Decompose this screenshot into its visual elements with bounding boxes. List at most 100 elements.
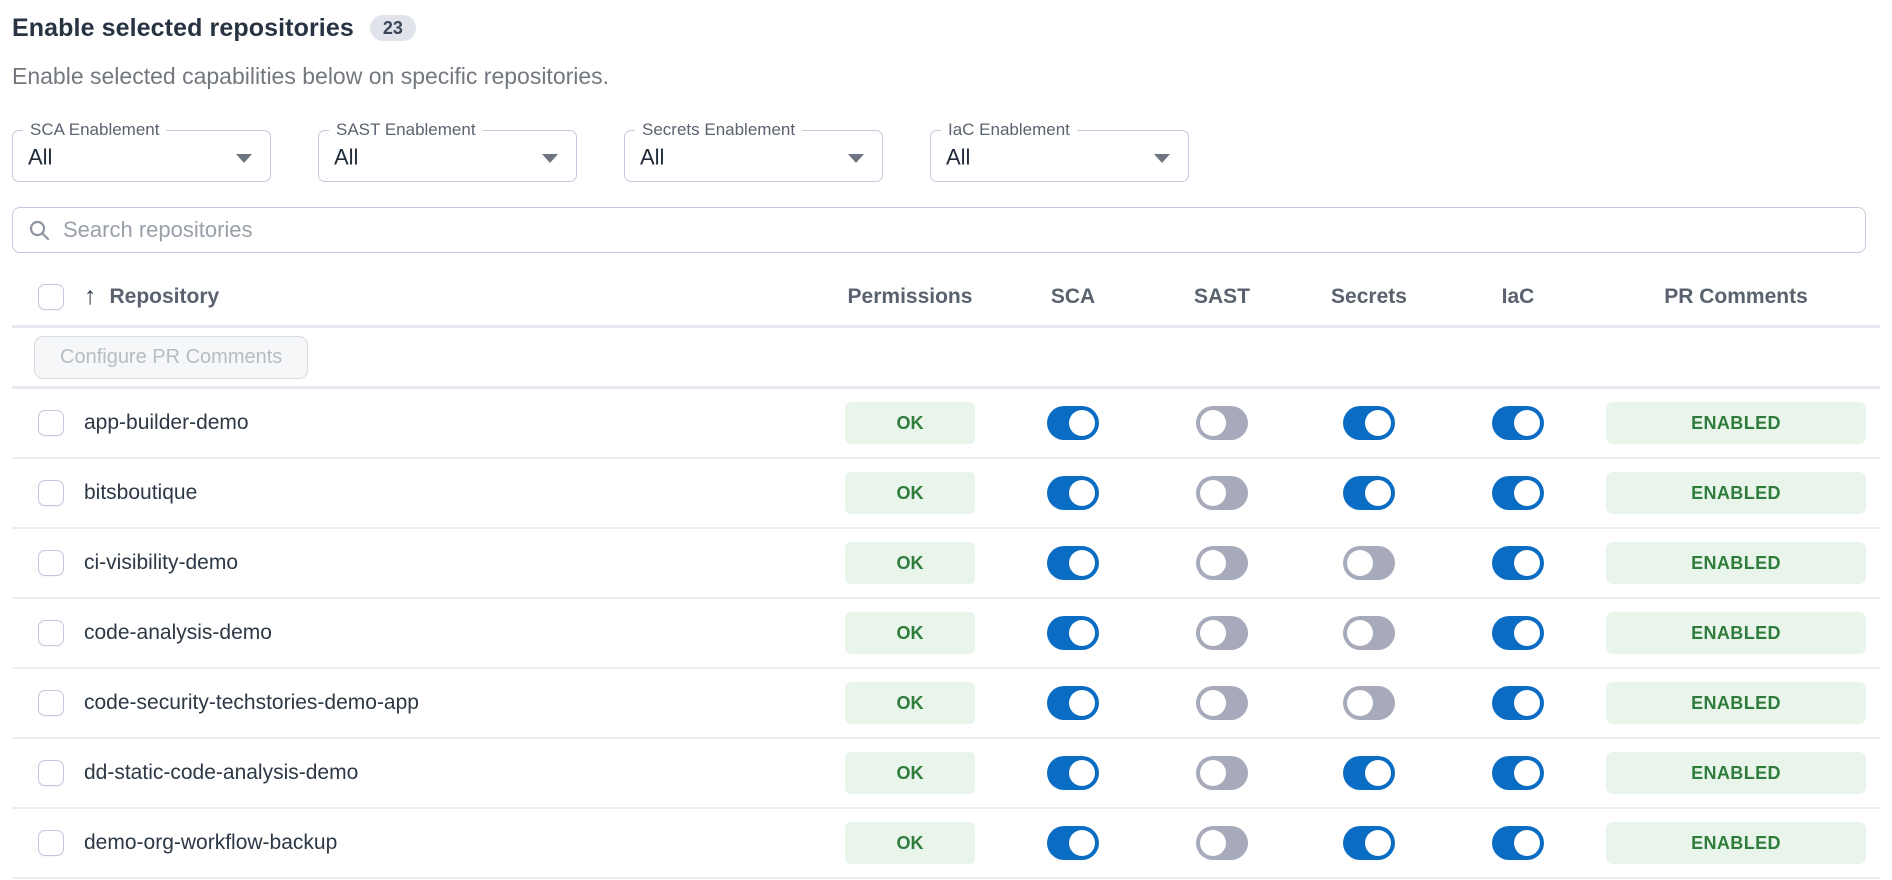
permissions-status-badge: OK xyxy=(845,822,975,864)
column-header-iac: IaC xyxy=(1501,284,1535,308)
toggle-knob xyxy=(1514,550,1540,576)
sast-toggle[interactable] xyxy=(1196,406,1248,440)
secrets-toggle[interactable] xyxy=(1343,686,1395,720)
column-header-permissions: Permissions xyxy=(847,284,973,308)
select-value: All xyxy=(28,144,53,170)
select-label: Secrets Enablement xyxy=(635,120,803,140)
sca-toggle[interactable] xyxy=(1047,546,1099,580)
toggle-knob xyxy=(1069,550,1095,576)
select-value: All xyxy=(640,144,665,170)
sca-toggle[interactable] xyxy=(1047,756,1099,790)
sast-enablement-select[interactable]: SAST Enablement All xyxy=(318,120,577,182)
iac-toggle[interactable] xyxy=(1492,826,1544,860)
select-label: SAST Enablement xyxy=(329,120,483,140)
secrets-enablement-select[interactable]: Secrets Enablement All xyxy=(624,120,883,182)
sca-toggle[interactable] xyxy=(1047,616,1099,650)
pr-comments-status-badge: ENABLED xyxy=(1606,542,1866,584)
toggle-knob xyxy=(1200,830,1226,856)
column-header-pr-comments: PR Comments xyxy=(1664,284,1808,308)
toggle-knob xyxy=(1069,760,1095,786)
permissions-status-badge: OK xyxy=(845,612,975,654)
row-checkbox[interactable] xyxy=(38,410,64,436)
table-row: app-builder-demo OK ENABLED xyxy=(12,389,1880,459)
toggle-knob xyxy=(1069,690,1095,716)
chevron-down-icon xyxy=(848,154,864,163)
pr-comments-status-badge: ENABLED xyxy=(1606,822,1866,864)
pr-comments-status-badge: ENABLED xyxy=(1606,612,1866,654)
column-header-secrets: Secrets xyxy=(1331,284,1407,308)
toggle-knob xyxy=(1514,830,1540,856)
sast-toggle[interactable] xyxy=(1196,686,1248,720)
column-header-repository[interactable]: Repository xyxy=(109,284,220,308)
iac-toggle[interactable] xyxy=(1492,476,1544,510)
select-all-checkbox[interactable] xyxy=(38,283,64,310)
sast-toggle[interactable] xyxy=(1196,476,1248,510)
row-checkbox[interactable] xyxy=(38,550,64,576)
table-row: code-analysis-demo OK ENABLED xyxy=(12,599,1880,669)
secrets-toggle[interactable] xyxy=(1343,826,1395,860)
sast-toggle[interactable] xyxy=(1196,546,1248,580)
repository-name: code-analysis-demo xyxy=(84,621,272,644)
select-value: All xyxy=(334,144,359,170)
sast-toggle[interactable] xyxy=(1196,756,1248,790)
pr-comments-status-badge: ENABLED xyxy=(1606,682,1866,724)
table-row: ci-visibility-demo OK ENABLED xyxy=(12,529,1880,599)
toggle-knob xyxy=(1069,480,1095,506)
sca-toggle[interactable] xyxy=(1047,476,1099,510)
toggle-knob xyxy=(1514,760,1540,786)
toggle-knob xyxy=(1347,620,1373,646)
row-checkbox[interactable] xyxy=(38,830,64,856)
chevron-down-icon xyxy=(1154,154,1170,163)
search-input[interactable] xyxy=(63,217,1851,243)
secrets-toggle[interactable] xyxy=(1343,476,1395,510)
toggle-knob xyxy=(1514,480,1540,506)
column-header-sast: SAST xyxy=(1193,284,1250,308)
toggle-knob xyxy=(1069,830,1095,856)
toggle-knob xyxy=(1200,480,1226,506)
select-label: SCA Enablement xyxy=(23,120,167,140)
table-row: code-security-techstories-demo-app OK EN… xyxy=(12,669,1880,739)
permissions-status-badge: OK xyxy=(845,542,975,584)
iac-toggle[interactable] xyxy=(1492,616,1544,650)
sca-toggle[interactable] xyxy=(1047,406,1099,440)
secrets-toggle[interactable] xyxy=(1343,546,1395,580)
sca-enablement-select[interactable]: SCA Enablement All xyxy=(12,120,271,182)
sast-toggle[interactable] xyxy=(1196,826,1248,860)
repository-name: app-builder-demo xyxy=(84,411,249,434)
repository-name: code-security-techstories-demo-app xyxy=(84,691,419,714)
column-header-sca: SCA xyxy=(1050,284,1096,308)
configure-pr-comments-button[interactable]: Configure PR Comments xyxy=(34,335,309,379)
toggle-knob xyxy=(1514,690,1540,716)
page-title: Enable selected repositories xyxy=(12,13,354,42)
iac-toggle[interactable] xyxy=(1492,686,1544,720)
table-row: bitsboutique OK ENABLED xyxy=(12,459,1880,529)
row-checkbox[interactable] xyxy=(38,760,64,786)
row-checkbox[interactable] xyxy=(38,620,64,646)
pr-comments-status-badge: ENABLED xyxy=(1606,472,1866,514)
table-row: dd-static-code-analysis-demo OK ENABLED xyxy=(12,739,1880,809)
sast-toggle[interactable] xyxy=(1196,616,1248,650)
sca-toggle[interactable] xyxy=(1047,686,1099,720)
row-checkbox[interactable] xyxy=(38,690,64,716)
secrets-toggle[interactable] xyxy=(1343,616,1395,650)
select-label: IaC Enablement xyxy=(941,120,1077,140)
permissions-status-badge: OK xyxy=(845,472,975,514)
sca-toggle[interactable] xyxy=(1047,826,1099,860)
secrets-toggle[interactable] xyxy=(1343,406,1395,440)
permissions-status-badge: OK xyxy=(845,682,975,724)
secrets-toggle[interactable] xyxy=(1343,756,1395,790)
row-checkbox[interactable] xyxy=(38,480,64,506)
toggle-knob xyxy=(1365,760,1391,786)
page-header: Enable selected repositories 23 xyxy=(12,10,1880,46)
sort-ascending-icon[interactable]: ↑ xyxy=(84,282,97,310)
iac-enablement-select[interactable]: IaC Enablement All xyxy=(930,120,1189,182)
iac-toggle[interactable] xyxy=(1492,756,1544,790)
toggle-knob xyxy=(1200,760,1226,786)
toggle-knob xyxy=(1200,410,1226,436)
toggle-knob xyxy=(1200,690,1226,716)
repository-name: dd-static-code-analysis-demo xyxy=(84,761,359,784)
iac-toggle[interactable] xyxy=(1492,406,1544,440)
toggle-knob xyxy=(1069,410,1095,436)
iac-toggle[interactable] xyxy=(1492,546,1544,580)
